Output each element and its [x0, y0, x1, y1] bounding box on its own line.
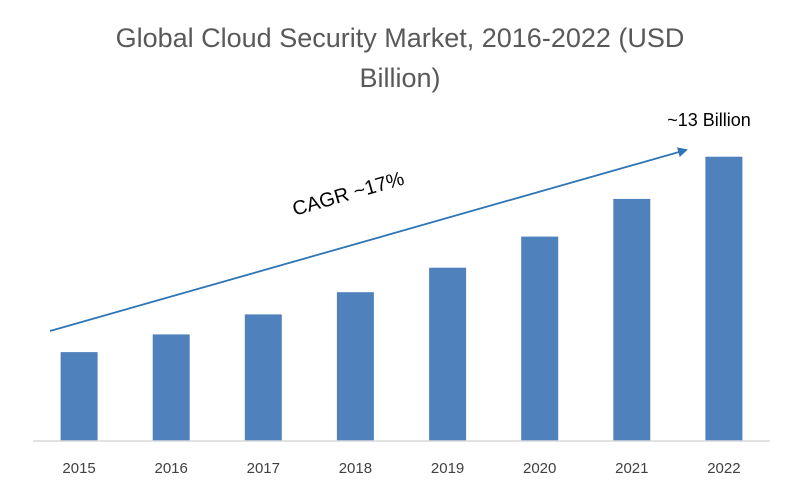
cagr-annotation: CAGR ~17% [290, 168, 407, 221]
bar-2015 [60, 352, 98, 441]
bar-2020 [521, 236, 559, 441]
chart-title: Global Cloud Security Market, 2016-2022 … [0, 18, 800, 98]
chart-title-line-2: Billion) [359, 63, 441, 93]
end-value-annotation: ~13 Billion [667, 110, 751, 130]
bars-group [60, 156, 743, 441]
bar-2018 [336, 292, 374, 441]
x-tick-label-2020: 2020 [523, 460, 556, 477]
x-tick-label-2022: 2022 [707, 460, 740, 477]
x-tick-label-2015: 2015 [62, 460, 95, 477]
x-tick-label-2019: 2019 [431, 460, 464, 477]
cagr-trend-arrow [49, 147, 688, 332]
bar-2017 [244, 314, 282, 441]
x-tick-label-2017: 2017 [247, 460, 280, 477]
bar-2016 [152, 334, 190, 441]
x-tick-label-2016: 2016 [155, 460, 188, 477]
bar-2019 [429, 267, 467, 441]
bar-2022 [705, 156, 743, 441]
x-tick-label-2018: 2018 [339, 460, 372, 477]
x-tick-label-2021: 2021 [615, 460, 648, 477]
bar-2021 [613, 198, 651, 441]
chart-title-line-1: Global Cloud Security Market, 2016-2022 … [115, 23, 685, 53]
x-tick-labels: 2015 2016 2017 2018 2019 2020 2021 2022 [62, 460, 740, 477]
